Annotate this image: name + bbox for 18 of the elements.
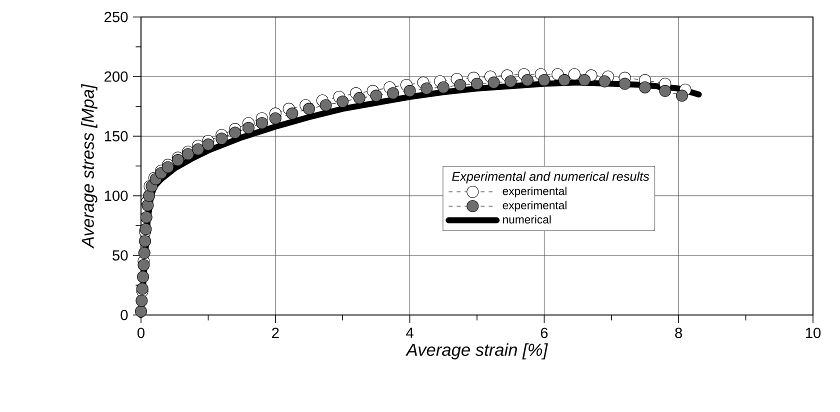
x-axis-title: Average strain [%] [405,343,548,360]
legend-label: numerical [503,215,551,224]
x-tick-label: 8 [675,328,682,338]
y-tick-label: 100 [104,190,128,201]
y-tick-label: 150 [104,131,128,142]
x-tick-label: 4 [406,328,414,338]
legend-label: experimental [502,200,566,212]
y-tick-label: 50 [112,250,128,261]
x-tick-label: 10 [806,328,821,338]
legend-title: Experimental and numerical results [452,172,650,184]
x-tick-label: 2 [272,328,279,338]
legend-label: experimental [502,186,566,198]
y-tick-label: 0 [120,310,128,320]
y-axis-title: Average stress [Mpa] [81,84,98,249]
y-tick-label: 200 [104,71,128,82]
y-tick-label: 250 [104,12,128,22]
x-tick-label: 6 [540,328,548,338]
x-tick-label: 0 [137,328,144,338]
